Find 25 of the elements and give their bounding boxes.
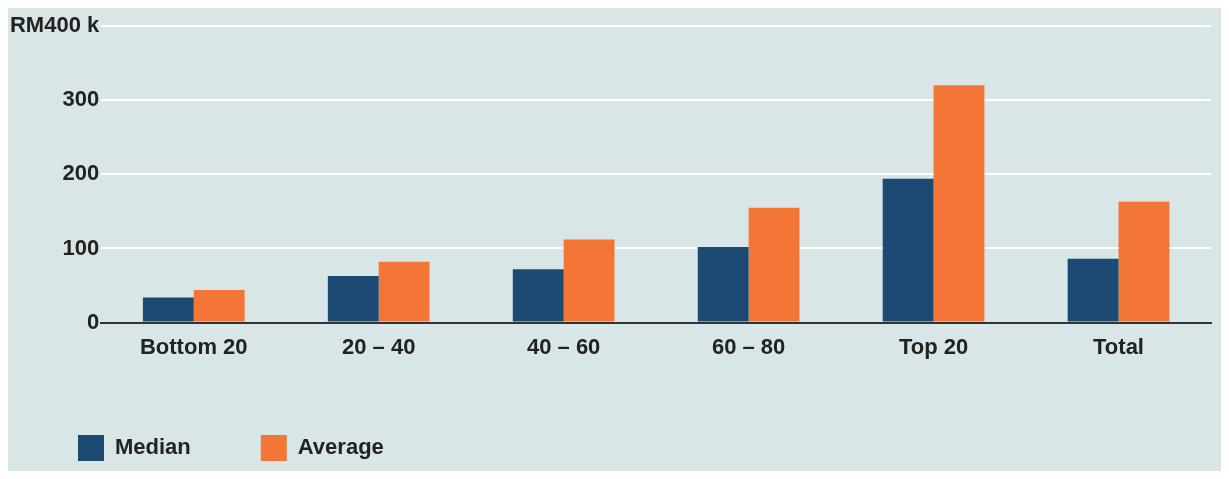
bar — [327, 275, 379, 322]
x-tick-label: 60 – 80 — [711, 333, 786, 359]
y-tick-label: 0 — [87, 308, 100, 334]
bar — [748, 207, 800, 322]
legend-label: Median — [115, 434, 191, 460]
bar — [1118, 201, 1170, 322]
x-tick-label: Total — [1093, 333, 1144, 359]
x-tick-label: 40 – 60 — [526, 333, 601, 359]
bar — [933, 85, 985, 322]
bar — [697, 246, 749, 322]
x-tick-label: Bottom 20 — [139, 333, 248, 359]
bar — [512, 269, 564, 322]
x-tick-label: Top 20 — [898, 333, 969, 359]
y-tick-label: 100 — [62, 234, 100, 260]
bar — [142, 297, 194, 322]
bar — [378, 261, 430, 322]
legend-label: Average — [297, 434, 384, 460]
y-tick-label: 300 — [62, 86, 100, 112]
bar — [193, 289, 245, 322]
bar — [1067, 258, 1119, 322]
y-tick-label: RM400 k — [9, 12, 101, 38]
x-tick-label: 20 – 40 — [342, 333, 416, 359]
bar — [882, 178, 934, 322]
y-tick-label: 200 — [62, 160, 100, 186]
bar — [563, 239, 615, 322]
